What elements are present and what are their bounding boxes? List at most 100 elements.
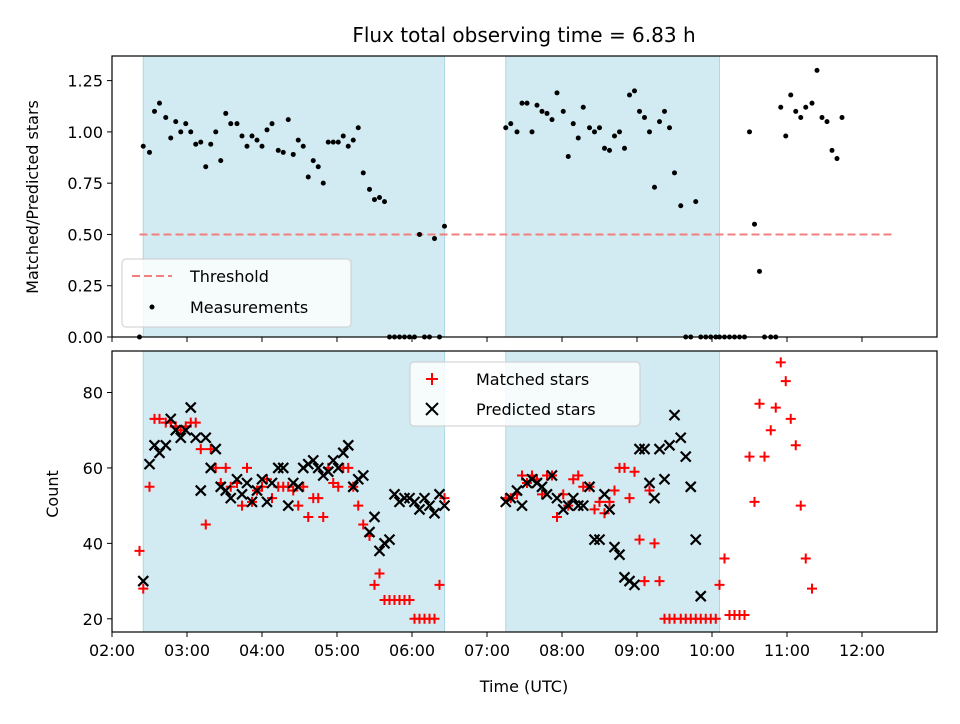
predicted-star-point bbox=[342, 439, 355, 452]
matched-star-point bbox=[807, 583, 817, 594]
measurement-point bbox=[612, 133, 617, 139]
matched-star-point bbox=[154, 413, 165, 424]
matched-star-point bbox=[719, 553, 730, 564]
predicted-star-point bbox=[368, 511, 381, 523]
measurement-point bbox=[382, 199, 387, 205]
matched-star-point bbox=[237, 500, 247, 511]
y-tick-label: 1.00 bbox=[67, 123, 103, 142]
legend-threshold-label: Threshold bbox=[189, 267, 269, 286]
legend-matched-label: Matched stars bbox=[476, 370, 589, 389]
predicted-star-point bbox=[674, 431, 687, 444]
measurement-point bbox=[560, 108, 566, 114]
measurement-point bbox=[417, 231, 422, 237]
predicted-star-point bbox=[593, 533, 606, 546]
matched-star-point bbox=[353, 500, 364, 511]
predicted-star-point bbox=[588, 533, 601, 546]
predicted-star-point bbox=[438, 499, 451, 512]
measurement-point bbox=[345, 143, 351, 149]
matched-star-point bbox=[639, 576, 650, 587]
measurement-point bbox=[587, 125, 592, 131]
x-tick-label: 02:00 bbox=[89, 641, 135, 660]
x-tick-label: 10:00 bbox=[689, 641, 735, 660]
measurement-point bbox=[529, 129, 535, 135]
matched-star-point bbox=[739, 610, 750, 621]
measurement-point bbox=[320, 180, 326, 186]
bottom-y-axis-label: Count bbox=[43, 470, 62, 518]
measurement-point bbox=[254, 137, 260, 143]
measurement-point bbox=[778, 104, 784, 110]
y-tick-label: 1.25 bbox=[67, 72, 103, 91]
predicted-star-point bbox=[423, 499, 436, 512]
measurement-point bbox=[809, 100, 815, 106]
predicted-star-point bbox=[159, 439, 172, 452]
measurement-point bbox=[637, 108, 642, 114]
bottom-panel: 02:00 03:00 04:00 05:00 06:00 07:00 08:00 09:00… bbox=[83, 350, 938, 660]
measurement-point bbox=[442, 223, 447, 229]
matched-star-point bbox=[195, 444, 206, 455]
measurement-point bbox=[575, 135, 581, 141]
measurement-point bbox=[157, 100, 162, 106]
matched-star-point bbox=[780, 376, 791, 387]
predicted-star-point bbox=[337, 447, 350, 459]
measurement-point bbox=[539, 108, 545, 114]
measurement-point bbox=[798, 115, 804, 121]
measurement-point bbox=[208, 141, 214, 147]
predicted-star-point bbox=[668, 409, 681, 421]
predicted-star-point bbox=[663, 439, 676, 452]
top-legend: Threshold Measurements bbox=[121, 258, 352, 328]
measurement-point bbox=[340, 133, 346, 139]
measurement-point bbox=[325, 139, 331, 145]
measurement-point bbox=[662, 108, 667, 114]
matched-star-point bbox=[210, 462, 221, 473]
matched-star-point bbox=[744, 451, 755, 462]
x-tick-label: 12:00 bbox=[839, 641, 885, 660]
measurement-point bbox=[360, 170, 366, 176]
measurement-point bbox=[617, 129, 622, 135]
measurement-point bbox=[642, 115, 647, 121]
measurement-point bbox=[163, 115, 169, 121]
predicted-star-point bbox=[332, 462, 345, 474]
measurement-point bbox=[178, 129, 184, 135]
predicted-star-point bbox=[246, 496, 258, 508]
measurement-point bbox=[168, 135, 174, 141]
matched-star-point bbox=[144, 481, 155, 492]
predicted-star-point bbox=[679, 450, 692, 463]
predicted-star-point bbox=[266, 477, 278, 489]
measurement-point bbox=[549, 117, 555, 123]
predicted-star-point bbox=[541, 488, 553, 501]
matched-star-point bbox=[765, 425, 776, 436]
measurement-point bbox=[544, 110, 550, 116]
x-tick-label: 09:00 bbox=[614, 641, 660, 660]
measurement-point bbox=[203, 164, 209, 170]
predicted-star-point bbox=[653, 443, 666, 455]
measurement-point bbox=[350, 137, 356, 143]
measurement-point bbox=[152, 108, 157, 114]
measurement-point bbox=[667, 125, 672, 131]
y-tick-label: 0.50 bbox=[67, 225, 103, 244]
predicted-star-point bbox=[184, 401, 197, 414]
predicted-star-point bbox=[189, 431, 202, 444]
measurement-point bbox=[834, 156, 840, 162]
measurement-point bbox=[213, 129, 219, 135]
predicted-star-point bbox=[261, 496, 273, 508]
predicted-star-point bbox=[236, 488, 248, 501]
matched-star-point bbox=[429, 613, 440, 624]
top-panel: 0.00 0.25 0.50 0.75 1.00 1.25 Threshold Measu… bbox=[67, 55, 938, 347]
matched-star-point bbox=[649, 538, 660, 549]
measurement-point bbox=[757, 268, 762, 274]
matched-star-point bbox=[785, 413, 796, 424]
matched-star-point bbox=[220, 462, 231, 473]
matched-star-point bbox=[358, 519, 369, 530]
measurement-point bbox=[592, 129, 597, 135]
predicted-star-point bbox=[327, 454, 340, 467]
predicted-star-point bbox=[658, 473, 671, 486]
predicted-star-point bbox=[643, 477, 656, 489]
predicted-star-point bbox=[209, 443, 222, 455]
predicted-star-point bbox=[433, 488, 446, 501]
predicted-star-point bbox=[179, 424, 192, 436]
matched-star-point bbox=[200, 519, 211, 530]
measurement-point bbox=[315, 164, 321, 170]
predicted-star-point bbox=[164, 413, 177, 425]
measurement-point bbox=[223, 110, 229, 116]
